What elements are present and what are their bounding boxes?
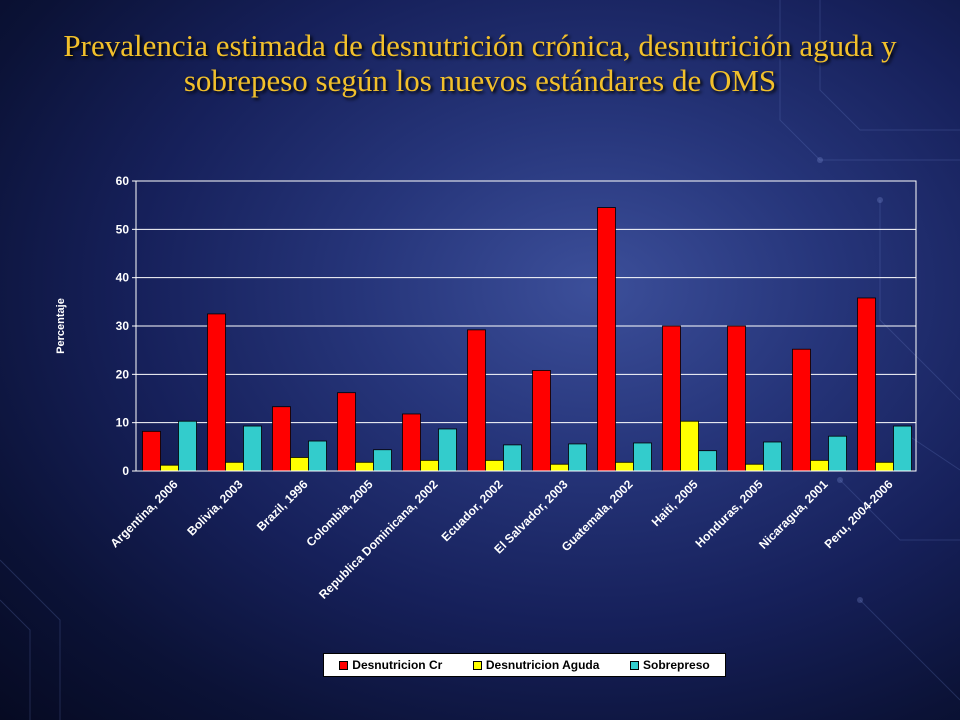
bar-sobrepreso <box>698 450 717 472</box>
x-tick-label: Brazil, 1996 <box>254 477 311 534</box>
legend-swatch-yellow <box>472 660 482 670</box>
x-tick-label: Haiti, 2005 <box>649 477 701 529</box>
bar-sobrepreso <box>828 435 847 472</box>
slide-title: Prevalencia estimada de desnutrición cró… <box>63 28 897 98</box>
bar-desnutricion-cr <box>142 430 161 472</box>
y-tick-label: 60 <box>116 174 130 188</box>
bar-desnutricion-aguda <box>290 457 309 472</box>
bar-sobrepreso <box>373 449 392 472</box>
bar-desnutricion-aguda <box>875 461 894 472</box>
bars <box>142 207 912 472</box>
bar-desnutricion-aguda <box>680 420 699 472</box>
y-tick-label: 20 <box>116 367 130 381</box>
legend-swatch-cyan <box>630 660 640 670</box>
x-tick-label: Guatemala, 2002 <box>559 477 636 554</box>
legend-item-sobrepreso: Sobrepreso <box>630 658 710 672</box>
bar-desnutricion-aguda <box>355 461 374 472</box>
x-tick-label: Honduras, 2005 <box>693 477 766 550</box>
bar-sobrepreso <box>568 443 587 472</box>
y-tick-labels: 0 10 20 30 40 50 60 <box>116 174 130 478</box>
x-tick-label: Argentina, 2006 <box>108 477 181 550</box>
y-tick-label: 50 <box>116 222 130 236</box>
bar-desnutricion-aguda <box>160 464 179 472</box>
x-tick-labels: Argentina, 2006 Bolivia, 2003 Brazil, 1996… <box>108 477 896 602</box>
legend-label: Sobrepreso <box>643 658 710 672</box>
bar-desnutricion-aguda <box>810 459 829 472</box>
axes <box>132 180 917 472</box>
y-tick-label: 40 <box>116 271 130 285</box>
bar-desnutricion-cr <box>272 406 291 472</box>
bar-sobrepreso <box>763 441 782 472</box>
legend-label: Desnutricion Aguda <box>485 658 600 672</box>
bar-desnutricion-cr <box>532 370 551 472</box>
bar-sobrepreso <box>893 425 912 472</box>
x-tick-label: Republica Dominicana, 2002 <box>316 477 441 602</box>
legend-label: Desnutricion Cr <box>352 658 443 672</box>
legend-swatch-red <box>339 660 349 670</box>
bar-desnutricion-aguda <box>420 459 439 472</box>
bar-desnutricion-cr <box>662 325 681 472</box>
bar-sobrepreso <box>243 425 262 472</box>
bar-desnutricion-cr <box>402 413 421 472</box>
bar-desnutricion-cr <box>467 329 486 472</box>
y-tick-label: 30 <box>116 319 130 333</box>
plot-area-border <box>135 180 917 472</box>
y-tick-label: 10 <box>116 416 130 430</box>
bar-desnutricion-aguda <box>485 459 504 472</box>
x-tick-label: Peru, 2004-2006 <box>822 477 896 551</box>
chart-legend: Desnutricion Cr Desnutricion Aguda Sobre… <box>323 653 726 677</box>
bar-desnutricion-cr <box>597 207 616 472</box>
bar-desnutricion-cr <box>857 297 876 472</box>
x-tick-label: Nicaragua, 2001 <box>756 477 831 552</box>
legend-item-desnutricion-aguda: Desnutricion Aguda <box>472 658 600 672</box>
bar-desnutricion-cr <box>207 313 226 472</box>
legend-item-desnutricion-cr: Desnutricion Cr <box>339 658 442 672</box>
x-tick-label: Colombia, 2005 <box>303 477 375 549</box>
bar-desnutricion-cr <box>727 325 746 472</box>
bar-desnutricion-aguda <box>745 463 764 472</box>
bar-desnutricion-cr <box>337 392 356 472</box>
bar-sobrepreso <box>308 440 327 472</box>
bar-desnutricion-aguda <box>550 463 569 472</box>
bar-sobrepreso <box>438 428 457 472</box>
bar-desnutricion-aguda <box>225 461 244 472</box>
bar-desnutricion-cr <box>792 348 811 472</box>
bar-sobrepreso <box>503 444 522 472</box>
y-tick-label: 0 <box>122 464 129 478</box>
x-tick-label: Ecuador, 2002 <box>439 477 506 544</box>
x-tick-label: Bolivia, 2003 <box>184 477 246 539</box>
bar-sobrepreso <box>178 420 197 472</box>
bar-sobrepreso <box>633 442 652 472</box>
y-axis-label: Percentaje <box>55 298 67 354</box>
bar-desnutricion-aguda <box>615 461 634 472</box>
